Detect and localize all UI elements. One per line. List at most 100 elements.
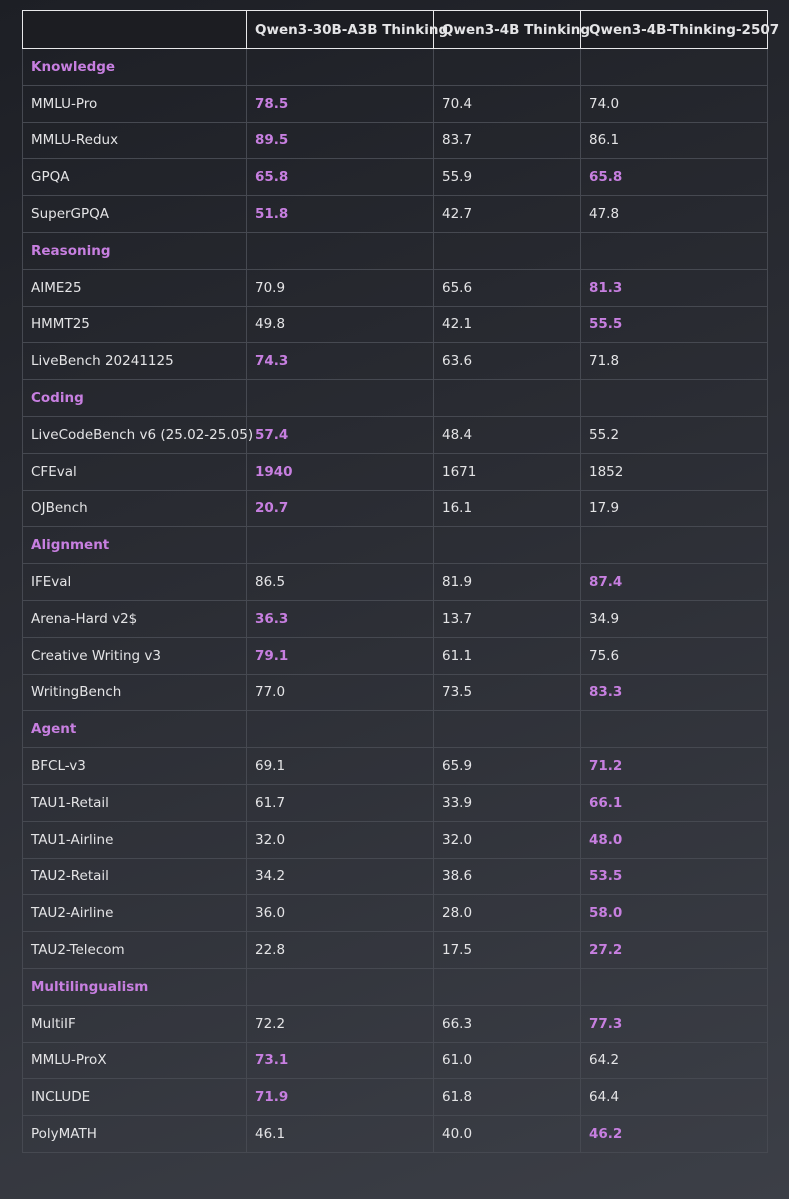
score-cell: 61.0 <box>433 1041 581 1080</box>
data-row: HMMT25 49.8 42.1 55.5 <box>22 305 768 344</box>
data-row: TAU1-Retail 61.7 33.9 66.1 <box>22 783 768 822</box>
score-cell: 83.7 <box>433 121 581 160</box>
score-cell: 78.5 <box>246 84 434 123</box>
benchmark-name: MMLU-Redux <box>22 121 247 160</box>
score-cell: 53.5 <box>580 857 768 896</box>
score-cell: 65.8 <box>246 158 434 197</box>
benchmark-name: BFCL-v3 <box>22 747 247 785</box>
score-cell: 33.9 <box>433 783 581 822</box>
empty-cell <box>433 526 581 565</box>
score-cell: 72.2 <box>246 1004 434 1043</box>
empty-cell <box>246 526 434 565</box>
score-cell: 61.7 <box>246 783 434 822</box>
score-cell: 51.8 <box>246 195 434 233</box>
empty-cell <box>246 710 434 749</box>
data-row: LiveCodeBench v6 (25.02-25.05) 57.4 48.4 55… <box>22 415 768 454</box>
empty-cell <box>433 967 581 1006</box>
benchmark-name: TAU2-Telecom <box>22 931 247 969</box>
section-row: Knowledge <box>22 48 768 86</box>
data-row: LiveBench 20241125 74.3 63.6 71.8 <box>22 342 768 381</box>
empty-cell <box>580 231 768 270</box>
score-cell: 36.0 <box>246 894 434 933</box>
score-cell: 57.4 <box>246 415 434 454</box>
score-cell: 70.9 <box>246 268 434 307</box>
score-cell: 49.8 <box>246 305 434 344</box>
benchmark-name: PolyMATH <box>22 1115 247 1153</box>
empty-cell <box>580 526 768 565</box>
score-cell: 38.6 <box>433 857 581 896</box>
score-cell: 79.1 <box>246 636 434 675</box>
score-cell: 73.5 <box>433 673 581 712</box>
section-row: Reasoning <box>22 231 768 270</box>
score-cell: 28.0 <box>433 894 581 933</box>
header-row: Qwen3-30B-A3B Thinking Qwen3-4B Thinking Q… <box>22 10 779 49</box>
score-cell: 46.1 <box>246 1115 434 1153</box>
score-cell: 66.1 <box>580 783 768 822</box>
score-cell: 71.8 <box>580 342 768 381</box>
empty-cell <box>580 48 768 86</box>
data-row: MMLU-Redux 89.5 83.7 86.1 <box>22 121 768 160</box>
section-title: Alignment <box>22 526 247 565</box>
data-row: TAU2-Retail 34.2 38.6 53.5 <box>22 857 768 896</box>
data-row: PolyMATH 46.1 40.0 46.2 <box>22 1115 768 1153</box>
score-cell: 63.6 <box>433 342 581 381</box>
section-row: Agent <box>22 710 768 749</box>
benchmark-name: CFEval <box>22 452 247 491</box>
empty-cell <box>246 379 434 417</box>
score-cell: 46.2 <box>580 1115 768 1153</box>
score-cell: 70.4 <box>433 84 581 123</box>
score-cell: 1671 <box>433 452 581 491</box>
score-cell: 86.1 <box>580 121 768 160</box>
score-cell: 27.2 <box>580 931 768 969</box>
score-cell: 17.9 <box>580 489 768 528</box>
benchmark-name: TAU1-Retail <box>22 783 247 822</box>
header-cell: Qwen3-4B-Thinking-2507 <box>580 10 779 49</box>
benchmark-name: INCLUDE <box>22 1078 247 1117</box>
benchmark-name: MMLU-ProX <box>22 1041 247 1080</box>
section-title: Agent <box>22 710 247 749</box>
data-row: TAU2-Airline 36.0 28.0 58.0 <box>22 894 768 933</box>
empty-cell <box>433 231 581 270</box>
benchmark-name: SuperGPQA <box>22 195 247 233</box>
benchmark-name: Creative Writing v3 <box>22 636 247 675</box>
data-row: OJBench 20.7 16.1 17.9 <box>22 489 768 528</box>
score-cell: 47.8 <box>580 195 768 233</box>
data-row: SuperGPQA 51.8 42.7 47.8 <box>22 195 768 233</box>
score-cell: 75.6 <box>580 636 768 675</box>
section-row: Coding <box>22 379 768 417</box>
empty-cell <box>246 967 434 1006</box>
benchmark-name: MultiIF <box>22 1004 247 1043</box>
score-cell: 77.3 <box>580 1004 768 1043</box>
header-cell: Qwen3-4B Thinking <box>433 10 590 49</box>
benchmark-name: IFEval <box>22 563 247 601</box>
score-cell: 64.2 <box>580 1041 768 1080</box>
data-row: CFEval 1940 1671 1852 <box>22 452 768 491</box>
data-row: IFEval 86.5 81.9 87.4 <box>22 563 768 601</box>
section-row: Multilingualism <box>22 967 768 1006</box>
benchmark-name: TAU2-Retail <box>22 857 247 896</box>
empty-cell <box>433 379 581 417</box>
score-cell: 65.6 <box>433 268 581 307</box>
data-row: TAU2-Telecom 22.8 17.5 27.2 <box>22 931 768 969</box>
score-cell: 16.1 <box>433 489 581 528</box>
score-cell: 69.1 <box>246 747 434 785</box>
score-cell: 65.9 <box>433 747 581 785</box>
benchmark-name: WritingBench <box>22 673 247 712</box>
benchmark-name: TAU1-Airline <box>22 820 247 859</box>
score-cell: 83.3 <box>580 673 768 712</box>
section-title: Reasoning <box>22 231 247 270</box>
benchmark-name: MMLU-Pro <box>22 84 247 123</box>
score-cell: 32.0 <box>433 820 581 859</box>
score-cell: 55.9 <box>433 158 581 197</box>
data-row: INCLUDE 71.9 61.8 64.4 <box>22 1078 768 1117</box>
empty-cell <box>580 967 768 1006</box>
score-cell: 1852 <box>580 452 768 491</box>
score-cell: 61.8 <box>433 1078 581 1117</box>
score-cell: 1940 <box>246 452 434 491</box>
score-cell: 34.9 <box>580 599 768 638</box>
data-row: WritingBench 77.0 73.5 83.3 <box>22 673 768 712</box>
score-cell: 77.0 <box>246 673 434 712</box>
data-row: TAU1-Airline 32.0 32.0 48.0 <box>22 820 768 859</box>
score-cell: 55.5 <box>580 305 768 344</box>
score-cell: 74.3 <box>246 342 434 381</box>
